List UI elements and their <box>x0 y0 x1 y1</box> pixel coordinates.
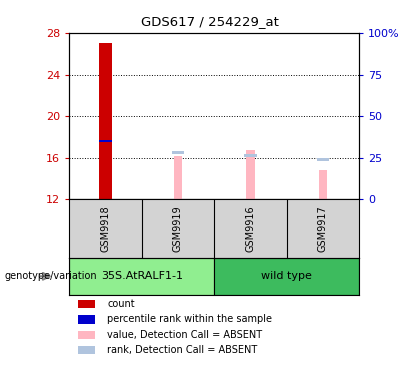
Text: genotype/variation: genotype/variation <box>4 271 97 281</box>
Text: value, Detection Call = ABSENT: value, Detection Call = ABSENT <box>107 329 262 340</box>
Bar <box>173 156 182 199</box>
Bar <box>318 170 327 199</box>
Bar <box>244 154 257 157</box>
Bar <box>246 149 255 199</box>
Text: GSM9916: GSM9916 <box>245 205 255 252</box>
Text: percentile rank within the sample: percentile rank within the sample <box>107 314 272 324</box>
Bar <box>214 258 359 295</box>
Text: GSM9918: GSM9918 <box>100 205 110 252</box>
Text: 35S.AtRALF1-1: 35S.AtRALF1-1 <box>101 271 183 281</box>
Text: wild type: wild type <box>261 271 312 281</box>
Text: rank, Detection Call = ABSENT: rank, Detection Call = ABSENT <box>107 345 257 355</box>
Text: count: count <box>107 299 135 309</box>
Bar <box>69 258 214 295</box>
Text: GDS617 / 254229_at: GDS617 / 254229_at <box>141 15 279 28</box>
Text: GSM9919: GSM9919 <box>173 205 183 252</box>
Bar <box>99 43 112 199</box>
Bar <box>172 151 184 154</box>
Text: GSM9917: GSM9917 <box>318 205 328 252</box>
Bar <box>317 158 329 161</box>
Bar <box>99 139 112 142</box>
